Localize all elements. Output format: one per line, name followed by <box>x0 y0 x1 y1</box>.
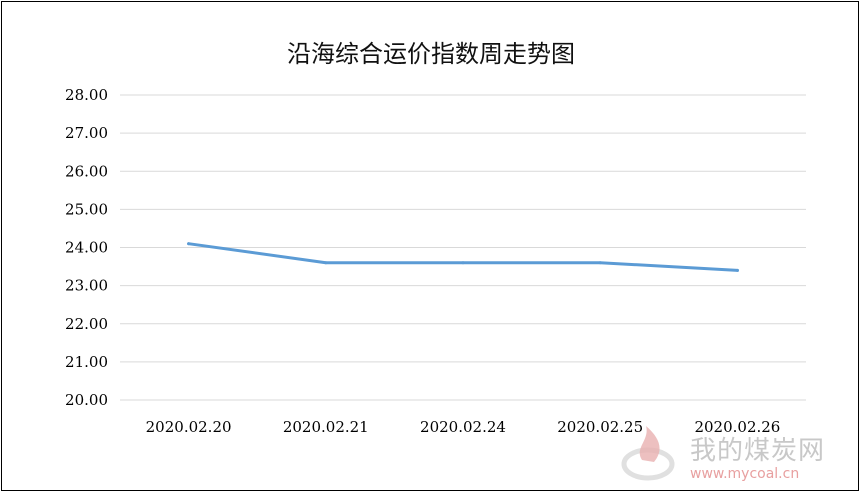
y-tick-label: 21.00 <box>65 353 108 371</box>
y-tick-label: 28.00 <box>65 86 108 104</box>
x-tick-label: 2020.02.24 <box>420 418 506 436</box>
data-point <box>598 261 602 265</box>
chart-title: 沿海综合运价指数周走势图 <box>287 40 575 68</box>
x-tick-label: 2020.02.25 <box>557 418 643 436</box>
y-tick-label: 20.00 <box>65 391 108 409</box>
data-point <box>187 242 191 246</box>
x-tick-label: 2020.02.21 <box>283 418 369 436</box>
x-tick-label: 2020.02.20 <box>146 418 232 436</box>
watermark-text: 我的煤炭网 <box>690 436 826 466</box>
flame-logo <box>621 426 675 481</box>
y-tick-label: 27.00 <box>65 124 108 142</box>
data-point <box>324 261 328 265</box>
y-tick-label: 24.00 <box>65 239 108 257</box>
y-tick-label: 26.00 <box>65 162 108 180</box>
watermark-url: www.mycoal.cn <box>690 466 800 482</box>
y-tick-label: 22.00 <box>65 315 108 333</box>
y-tick-label: 23.00 <box>65 277 108 295</box>
x-tick-label: 2020.02.26 <box>694 418 780 436</box>
y-tick-label: 25.00 <box>65 200 108 218</box>
data-point <box>735 268 739 272</box>
data-point <box>461 261 465 265</box>
